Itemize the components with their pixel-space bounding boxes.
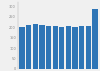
Bar [72, 27, 78, 69]
Bar [33, 24, 38, 69]
Bar [66, 26, 71, 69]
Bar [39, 25, 45, 69]
Bar [26, 25, 31, 69]
Bar [59, 27, 64, 69]
Bar [86, 26, 91, 69]
Bar [79, 26, 84, 69]
Bar [52, 26, 58, 69]
Bar [19, 27, 25, 69]
Bar [92, 9, 98, 69]
Bar [46, 26, 51, 69]
